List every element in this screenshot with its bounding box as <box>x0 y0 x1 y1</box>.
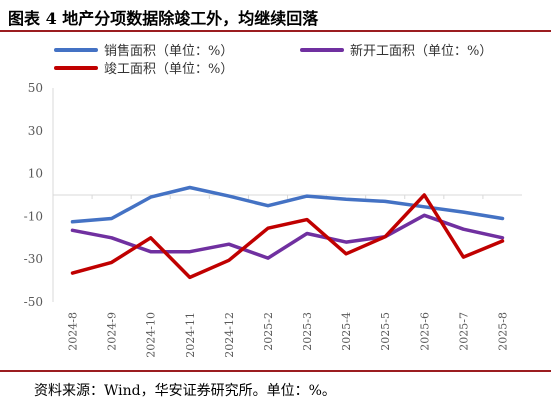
y-tick-label: 10 <box>28 167 43 181</box>
legend-item-sales: 销售面积（单位：%） <box>54 40 233 59</box>
x-tick-label: 2024-12 <box>223 312 236 358</box>
y-tick-label: 50 <box>28 81 43 95</box>
x-tick-label: 2025-6 <box>418 312 431 351</box>
legend: 销售面积（单位：%） 新开工面积（单位：%） 竣工面积（单位：%） <box>0 36 551 77</box>
x-tick-label: 2024-9 <box>106 312 119 351</box>
source-note: 资料来源：Wind，华安证券研究所。单位：%。 <box>34 383 336 399</box>
chart-title: 图表 4 地产分项数据除竣工外，均继续回落 <box>8 9 319 28</box>
legend-swatch-sales <box>54 47 98 52</box>
x-tick-label: 2025-4 <box>340 312 353 351</box>
y-tick-label: 30 <box>28 124 43 138</box>
x-tick-label: 2024-10 <box>145 312 158 358</box>
legend-item-new-starts: 新开工面积（单位：%） <box>300 40 492 59</box>
x-tick-label: 2025-2 <box>262 312 275 351</box>
header: 图表 4 地产分项数据除竣工外，均继续回落 <box>0 0 551 32</box>
series-line-completions-area <box>70 193 505 280</box>
series-line-new-starts-area <box>70 213 505 260</box>
x-tick-label: 2025-7 <box>457 312 470 351</box>
legend-item-completions: 竣工面积（单位：%） <box>54 58 233 77</box>
x-tick-label: 2025-3 <box>301 312 314 351</box>
y-tick-label: -30 <box>24 252 43 266</box>
x-tick-label: 2025-8 <box>496 312 509 351</box>
line-chart: 50 30 10 -10 -30 -50 2024-8 2024-9 2024-10 2024-1… <box>24 81 522 358</box>
legend-swatch-completions <box>54 65 98 70</box>
x-tick-label: 2024-11 <box>184 312 197 358</box>
legend-label-completions: 竣工面积（单位：%） <box>104 62 234 77</box>
footer: 资料来源：Wind，华安证券研究所。单位：%。 <box>0 370 551 408</box>
legend-label-sales: 销售面积（单位：%） <box>104 44 234 59</box>
y-tick-label: -50 <box>24 295 43 309</box>
x-tick-label: 2024-8 <box>67 312 80 351</box>
legend-label-new-starts: 新开工面积（单位：%） <box>350 44 493 59</box>
x-tick-label: 2025-5 <box>379 312 392 351</box>
y-tick-label: -10 <box>24 209 43 223</box>
legend-swatch-new-starts <box>300 47 344 52</box>
